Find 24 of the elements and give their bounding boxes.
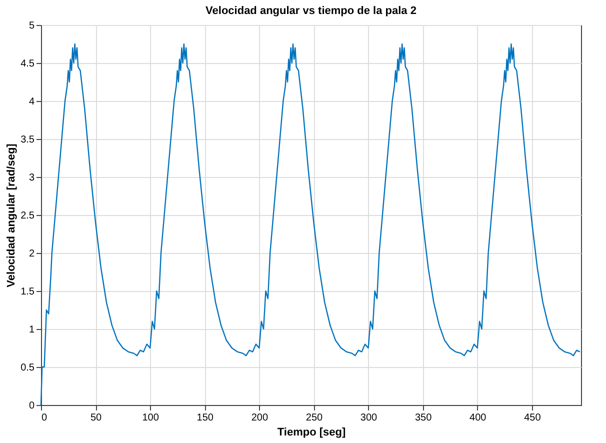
x-tick-label: 150 — [196, 412, 214, 424]
x-tick-label: 350 — [414, 412, 432, 424]
x-tick-label: 250 — [306, 412, 324, 424]
x-tick-label: 50 — [90, 412, 102, 424]
y-tick-label: 1 — [28, 324, 35, 336]
y-tick-label: 5 — [28, 20, 35, 32]
y-tick-label: 2 — [28, 248, 35, 260]
x-tick-label: 300 — [360, 412, 378, 424]
y-tick-label: 3 — [28, 172, 35, 184]
y-axis-title: Velocidad angular [rad/seg] — [6, 143, 18, 288]
x-tick-label: 450 — [524, 412, 542, 424]
y-tick-label: 1.5 — [20, 286, 35, 298]
y-tick-label: 0.5 — [20, 362, 35, 374]
x-axis-title: Tiempo [seg] — [277, 426, 346, 438]
y-tick-label: 0 — [28, 400, 35, 412]
y-tick-label: 2.5 — [20, 210, 35, 222]
x-tick-label: 100 — [142, 412, 160, 424]
x-tick-label: 0 — [42, 412, 48, 424]
chart-title: Velocidad angular vs tiempo de la pala 2 — [206, 5, 416, 17]
x-tick-label: 400 — [470, 412, 487, 424]
y-tick-label: 4 — [28, 96, 35, 108]
x-tick-label: 200 — [251, 412, 268, 424]
y-tick-label: 3.5 — [20, 134, 35, 146]
y-tick-label: 4.5 — [20, 58, 35, 70]
